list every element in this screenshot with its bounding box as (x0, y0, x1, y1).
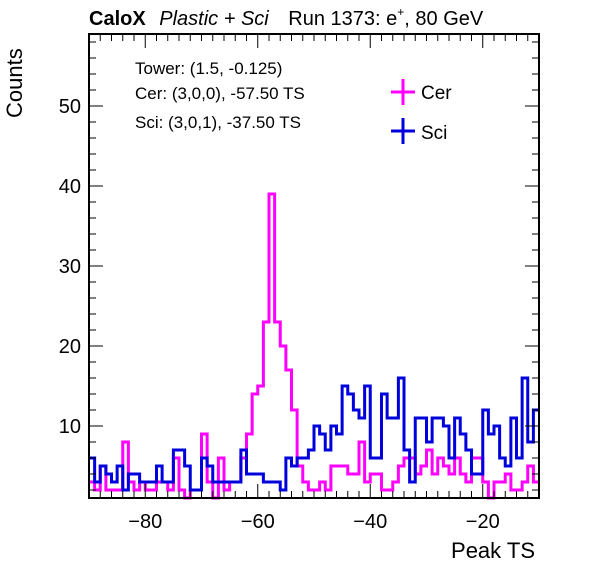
legend-entry-sci: Sci (391, 118, 447, 144)
legend-label-cer: Cer (421, 83, 452, 104)
tick-layer: −80 −60 −40 −20 10 20 30 40 50 (59, 34, 540, 533)
header-run: Run 1373: e (288, 8, 397, 30)
y-axis-title: Counts (2, 48, 27, 118)
series-sci-histogram (89, 376, 539, 492)
legend: Cer Sci (391, 79, 452, 144)
legend-label-sci: Sci (421, 123, 447, 144)
y-tick-label: 50 (59, 96, 81, 118)
info-cer: Cer: (3,0,0), -57.50 TS (135, 84, 305, 103)
info-box: Tower: (1.5, -0.125) Cer: (3,0,0), -57.5… (120, 52, 355, 140)
info-tower: Tower: (1.5, -0.125) (135, 59, 282, 78)
x-tick-label: −60 (241, 511, 275, 533)
chart-header: CaloX Plastic + Sci Run 1373: e+, 80 GeV (89, 5, 484, 30)
x-tick-label: −40 (353, 511, 387, 533)
header-config: Plastic + Sci (159, 8, 269, 30)
series-cer-histogram (89, 192, 539, 500)
y-tick-label: 40 (59, 176, 81, 198)
x-tick-label: −80 (128, 511, 162, 533)
legend-entry-cer: Cer (391, 79, 452, 105)
series-layer (89, 192, 539, 500)
header-run-energy: , 80 GeV (404, 8, 484, 30)
y-tick-label: 20 (59, 336, 81, 358)
x-tick-label: −20 (466, 511, 500, 533)
y-tick-label: 10 (59, 416, 81, 438)
x-axis-title: Peak TS (451, 538, 535, 563)
header-run-superscript: + (397, 5, 404, 19)
plot-frame (88, 33, 540, 499)
info-box-background (120, 52, 355, 140)
header-brand: CaloX (89, 8, 146, 30)
y-tick-label: 30 (59, 256, 81, 278)
info-sci: Sci: (3,0,1), -37.50 TS (135, 113, 301, 132)
